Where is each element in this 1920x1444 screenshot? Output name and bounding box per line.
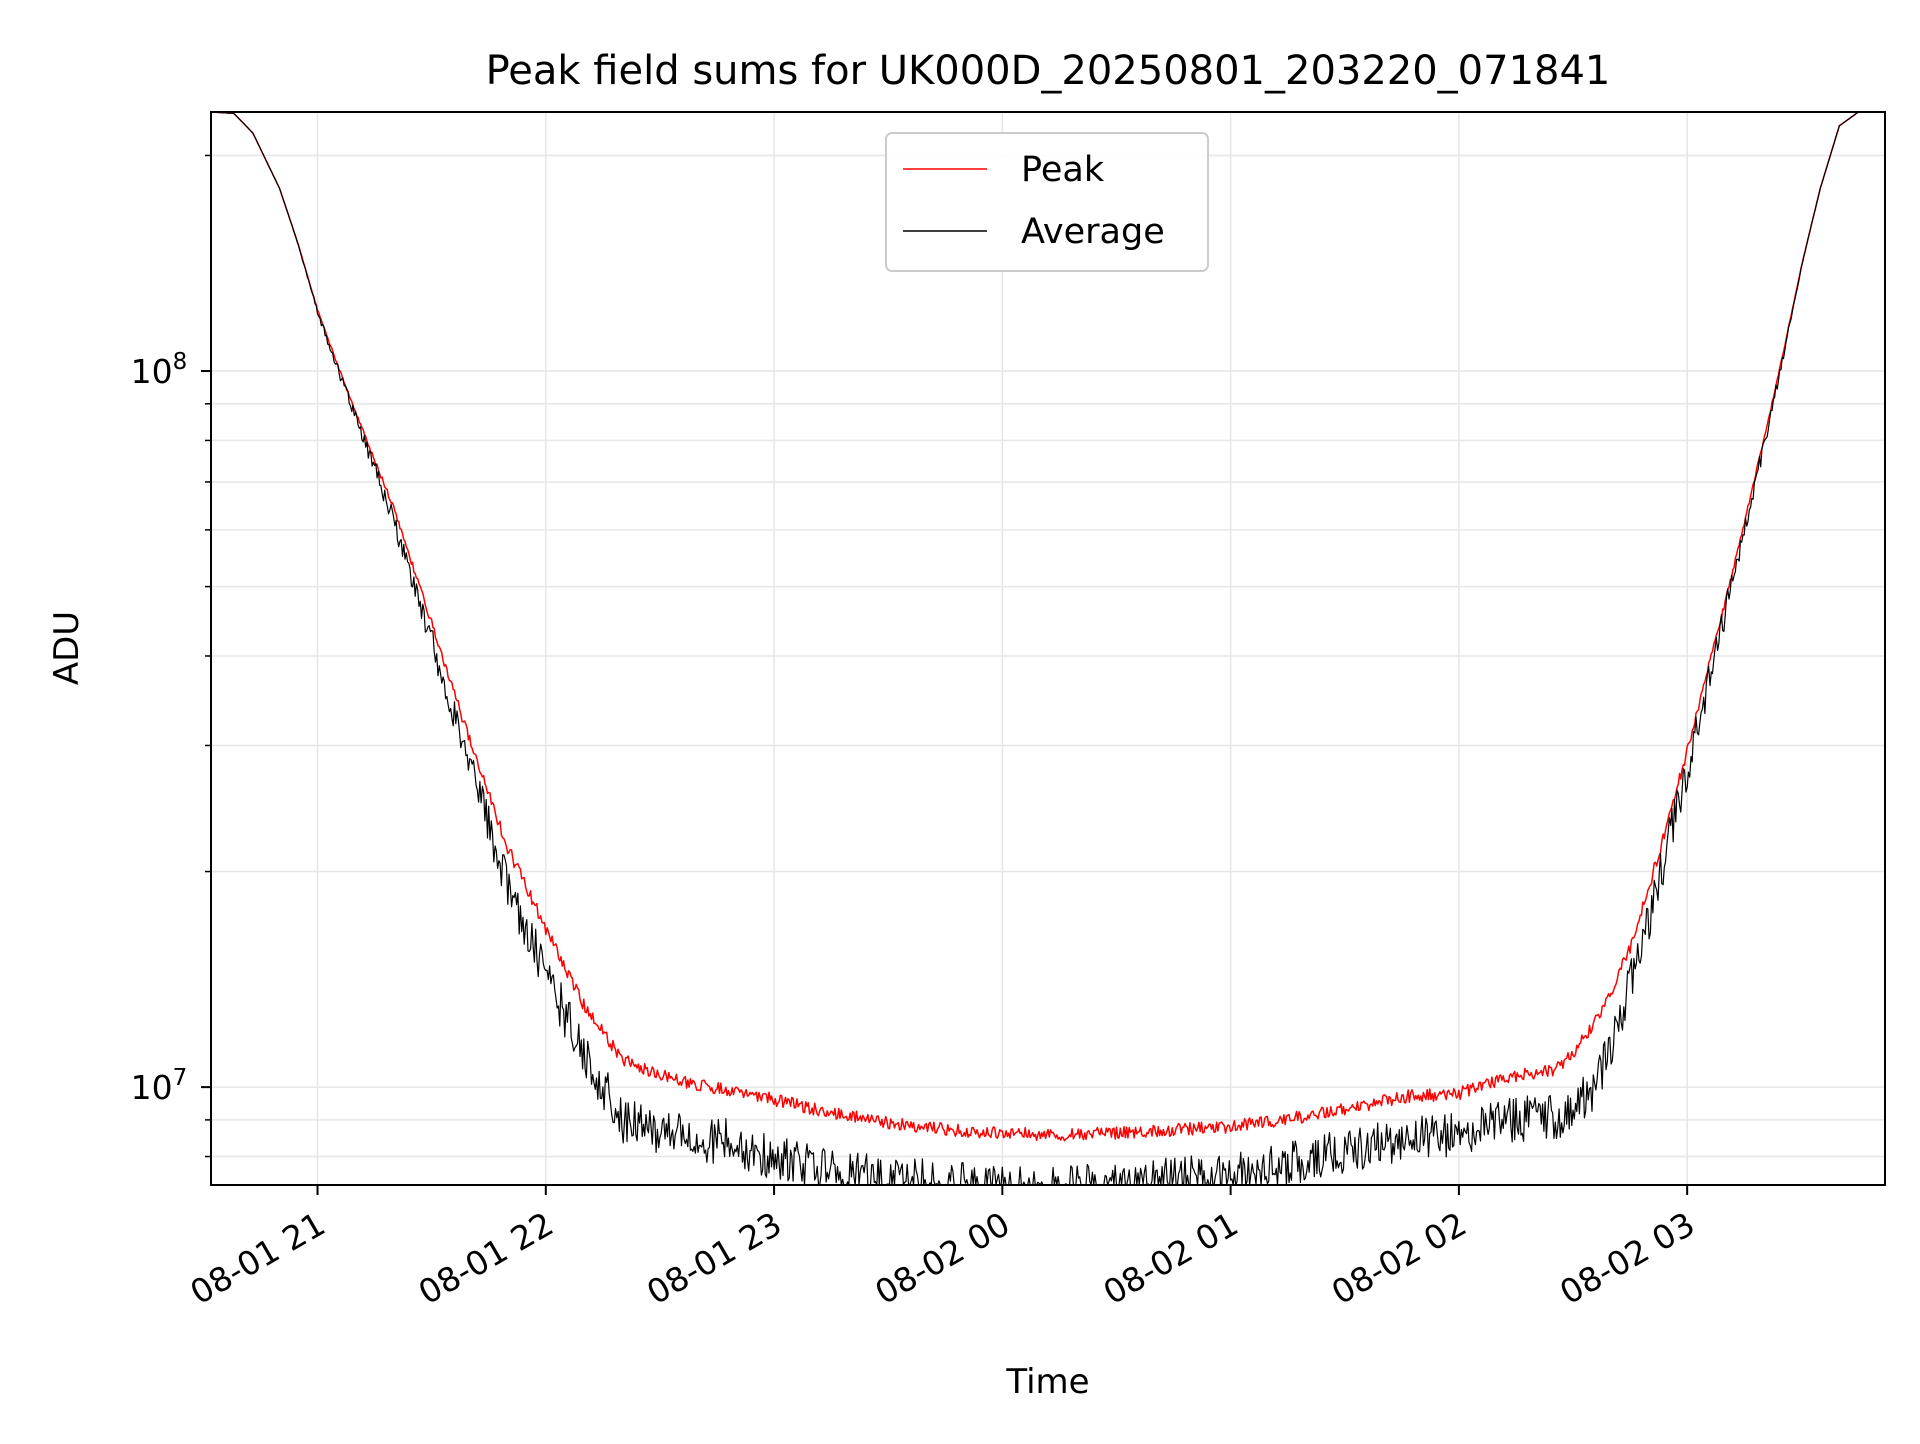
x-axis-label: Time xyxy=(1005,1362,1089,1402)
legend-label-average: Average xyxy=(1021,212,1165,252)
chart-title: Peak field sums for UK000D_20250801_2032… xyxy=(486,48,1611,94)
y-tick-label: 107 xyxy=(131,1065,188,1107)
series-line-peak xyxy=(210,111,1885,1142)
legend-label-peak: Peak xyxy=(1021,150,1105,190)
grid-lines xyxy=(211,112,1885,1185)
legend-box xyxy=(885,132,1209,272)
plot-area-frame xyxy=(210,111,1886,1186)
legend: Peak Average xyxy=(885,132,1209,272)
y-tick-label: 108 xyxy=(131,349,188,391)
y-axis-label: ADU xyxy=(47,611,87,685)
